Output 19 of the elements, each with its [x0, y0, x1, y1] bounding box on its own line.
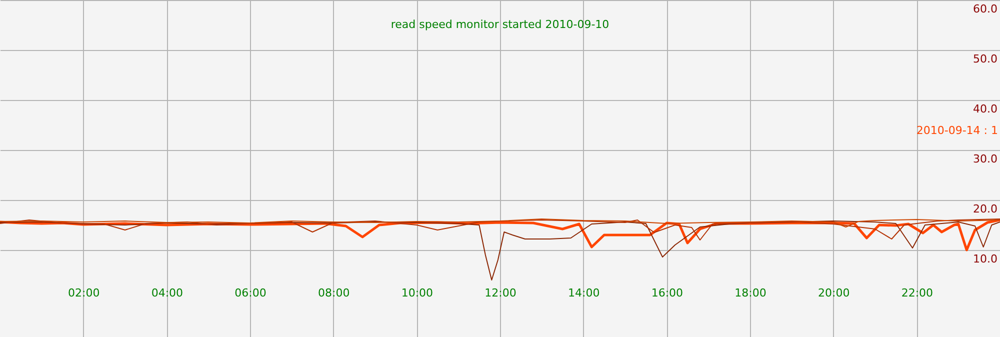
x-tick-label: 06:00: [234, 286, 266, 300]
x-tick-label: 14:00: [568, 286, 600, 300]
x-tick-label: 16:00: [651, 286, 684, 300]
annotation: 2010-09-14 : 1: [916, 124, 998, 137]
y-tick-label: 60.0: [973, 2, 998, 16]
x-tick-label: 18:00: [734, 286, 766, 300]
y-tick-label: 20.0: [973, 202, 998, 216]
x-tick-label: 20:00: [818, 286, 850, 300]
y-tick-label: 40.0: [973, 102, 998, 116]
x-tick-label: 10:00: [401, 286, 434, 300]
x-tick-label: 12:00: [484, 286, 516, 300]
y-tick-label: 30.0: [973, 152, 998, 166]
y-tick-label: 50.0: [973, 52, 998, 66]
x-tick-label: 02:00: [68, 286, 100, 300]
y-tick-label: 10.0: [973, 252, 998, 266]
x-tick-label: 08:00: [318, 286, 350, 300]
x-tick-label: 22:00: [901, 286, 934, 300]
text: read speed monitor started 2010-09-10: [390, 18, 610, 31]
x-tick-label: 04:00: [151, 286, 184, 300]
